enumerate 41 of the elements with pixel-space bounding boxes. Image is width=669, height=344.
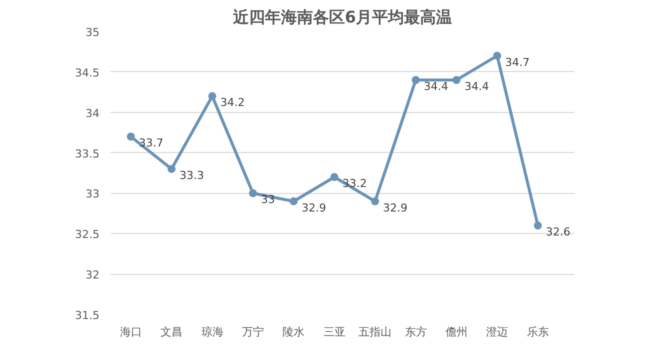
x-tick-label: 儋州 bbox=[445, 326, 468, 338]
x-tick-label: 文昌 bbox=[160, 326, 183, 338]
y-tick-label: 33.5 bbox=[75, 147, 100, 160]
data-label: 33.3 bbox=[180, 168, 204, 182]
y-tick-label: 33 bbox=[86, 188, 100, 201]
data-label: 32.9 bbox=[383, 201, 408, 214]
data-label: 34.4 bbox=[424, 80, 448, 94]
x-tick-label: 陵水 bbox=[282, 326, 305, 338]
point bbox=[452, 76, 460, 84]
data-label: 32.6 bbox=[546, 226, 570, 239]
data-label: 32.9 bbox=[302, 201, 326, 214]
x-tick-label: 万宁 bbox=[242, 326, 264, 338]
data-label: 33.7 bbox=[138, 136, 164, 150]
point bbox=[290, 197, 298, 206]
data-label: 34.7 bbox=[505, 56, 530, 69]
x-tick-label: 东方 bbox=[404, 326, 427, 338]
point bbox=[371, 197, 380, 206]
data-label: 34.2 bbox=[220, 96, 245, 110]
y-tick-label: 34.5 bbox=[75, 66, 100, 80]
x-tick-label: 澄迈 bbox=[486, 326, 508, 338]
point bbox=[126, 132, 135, 141]
chart-title: 近四年海南各区6月平均最高温 bbox=[232, 8, 452, 26]
y-tick-label: 31.5 bbox=[75, 309, 100, 322]
x-tick-label: 琼海 bbox=[201, 326, 224, 338]
x-tick-label: 海口 bbox=[120, 326, 142, 338]
point bbox=[208, 92, 216, 100]
y-tick-label: 34 bbox=[86, 106, 100, 120]
y-tick-label: 32 bbox=[86, 268, 100, 282]
point bbox=[534, 222, 542, 230]
data-label: 33 bbox=[260, 193, 275, 206]
point bbox=[330, 173, 338, 182]
data-label: 34.4 bbox=[464, 80, 489, 94]
x-tick-label: 三亚 bbox=[323, 326, 346, 338]
y-tick-label: 35 bbox=[86, 26, 100, 39]
x-tick-label: 乐东 bbox=[526, 326, 549, 338]
point bbox=[493, 52, 502, 60]
point bbox=[168, 164, 176, 173]
x-tick-label: 五指山 bbox=[358, 326, 392, 338]
y-tick-label: 32.5 bbox=[75, 228, 100, 242]
point bbox=[412, 76, 420, 84]
point bbox=[248, 189, 257, 198]
